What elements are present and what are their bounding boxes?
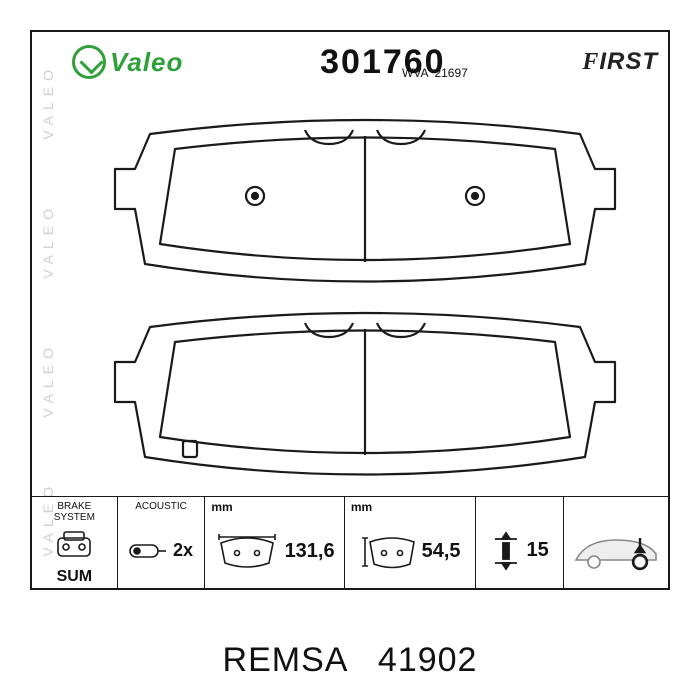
spec-sheet-frame: VALEO VALEO VALEO VALEO Valeo 301760 FIR… <box>30 30 670 590</box>
part-number: 301760 <box>183 43 582 82</box>
spec-width: mm 131,6 <box>205 497 344 588</box>
valeo-checkmark-icon <box>72 45 106 79</box>
spec-brake-system: BRAKE SYSTEM SUM <box>32 497 118 588</box>
spec-unit: mm <box>211 501 232 514</box>
spec-axle <box>564 497 668 588</box>
caliper-icon <box>54 530 94 564</box>
wear-sensor-icon <box>129 540 167 562</box>
spec-value: 131,6 <box>285 540 335 563</box>
pad-height-icon <box>360 530 416 572</box>
spec-value: SUM <box>57 568 93 586</box>
footer-brand: REMSA <box>223 641 347 679</box>
spec-label: ACOUSTIC <box>135 501 187 513</box>
spec-unit: mm <box>351 501 372 514</box>
watermark-text: VALEO <box>40 342 56 418</box>
brake-pad-diagrams <box>82 102 648 488</box>
front-axle-car-icon <box>570 528 662 574</box>
series-logo: FIRST <box>582 48 658 76</box>
spec-value: 15 <box>527 539 549 562</box>
wva-number: 21697 <box>434 66 467 80</box>
brake-pad-top-icon <box>105 114 625 284</box>
series-text: IRST <box>599 48 658 75</box>
watermark-text: VALEO <box>40 64 56 140</box>
footer-code: 41902 <box>378 641 478 679</box>
spec-value: 2x <box>173 540 193 561</box>
spec-value: 54,5 <box>422 540 461 563</box>
pad-width-icon <box>215 531 279 571</box>
thickness-icon <box>491 531 521 571</box>
wva-label: WVA <box>402 66 428 80</box>
valeo-wordmark: Valeo <box>110 47 183 78</box>
spec-height: mm 54,5 <box>345 497 477 588</box>
footer-caption: REMSA 41902 <box>0 641 700 680</box>
brake-pad-bottom-icon <box>105 307 625 477</box>
header-row: Valeo 301760 FIRST <box>72 38 658 86</box>
spec-row: BRAKE SYSTEM SUM ACOUSTIC <box>32 496 668 588</box>
spec-acoustic: ACOUSTIC 2x <box>118 497 206 588</box>
wva-code: WVA 21697 <box>402 66 468 80</box>
valeo-logo: Valeo <box>72 45 183 79</box>
spec-thickness: 15 <box>476 497 564 588</box>
watermark-text: VALEO <box>40 203 56 279</box>
spec-label: BRAKE SYSTEM <box>38 501 111 523</box>
